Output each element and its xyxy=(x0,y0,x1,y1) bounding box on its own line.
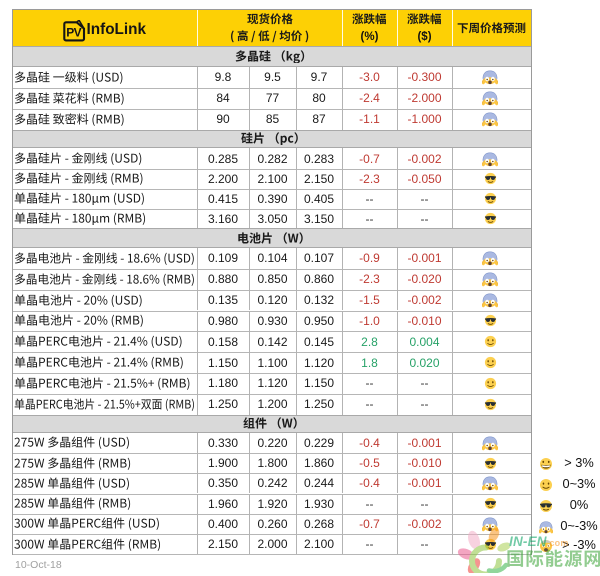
svg-text:PV: PV xyxy=(66,26,81,40)
